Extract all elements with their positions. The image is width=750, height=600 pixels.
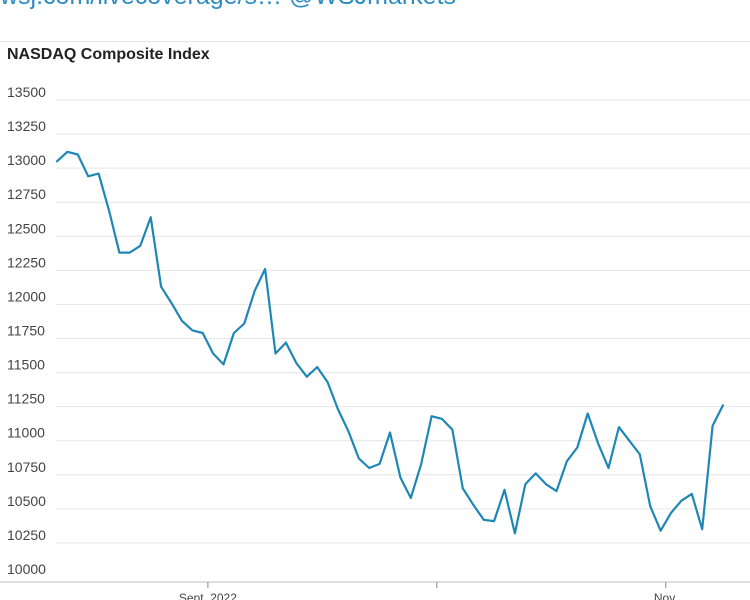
y-axis-ticks: 10000 10250 10500 10750 11000 11250 11500 11750…	[7, 84, 46, 577]
y-tick-label: 10750	[7, 459, 46, 475]
gridlines	[56, 99, 750, 544]
y-tick-label: 11000	[7, 425, 45, 441]
header-divider	[0, 41, 750, 42]
y-tick-label: 12750	[7, 186, 46, 202]
x-tick-label: Nov.	[654, 591, 678, 600]
chart-title: NASDAQ Composite Index	[7, 46, 210, 63]
y-tick-label: 11750	[7, 323, 45, 339]
nasdaq-series-line	[55, 150, 725, 535]
y-tick-label: 12500	[7, 220, 46, 236]
y-tick-label: 12250	[7, 254, 46, 270]
y-tick-label: 11250	[7, 391, 45, 407]
y-tick-label: 11500	[7, 357, 45, 373]
y-tick-label: 10250	[7, 527, 46, 543]
series-layer	[55, 150, 725, 535]
x-tick-label: Sept. 2022	[179, 591, 237, 600]
y-tick-label: 13250	[7, 118, 46, 134]
header-link[interactable]: wsj.com/livecoverage/s… @WSJmarkets	[0, 0, 456, 11]
y-tick-label: 13000	[7, 152, 46, 168]
y-tick-label: 13500	[7, 84, 46, 100]
x-axis: Sept. 2022 Nov.	[0, 581, 750, 600]
y-tick-label: 10500	[7, 493, 46, 509]
y-tick-label: 10000	[7, 561, 46, 577]
y-tick-label: 12000	[7, 288, 46, 304]
